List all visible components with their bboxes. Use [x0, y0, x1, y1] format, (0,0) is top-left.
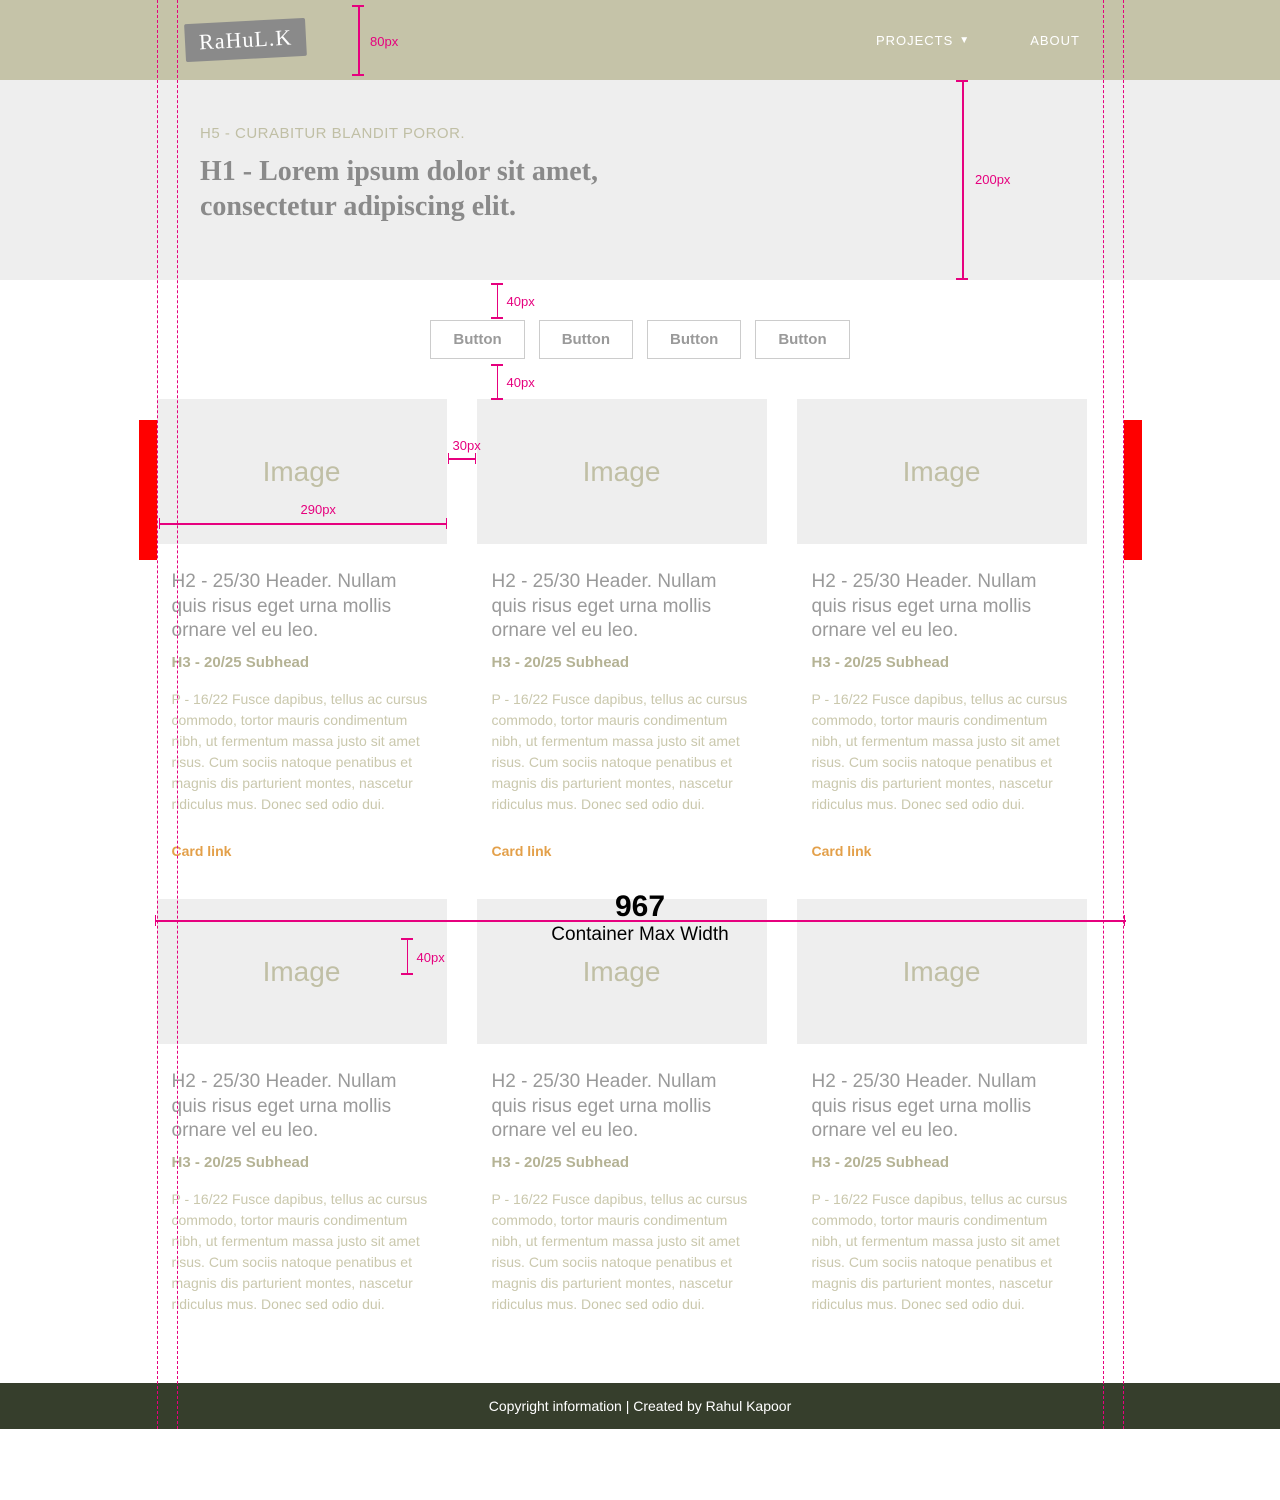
nav-projects-label: PROJECTS: [876, 33, 953, 48]
card-h3: H3 - 20/25 Subhead: [797, 1154, 1087, 1171]
nav-about[interactable]: ABOUT: [1030, 33, 1080, 48]
annot-80px: 80px: [370, 34, 398, 49]
buttons-row: Button Button Button Button: [157, 280, 1124, 399]
card-3: Image H2 - 25/30 Header. Nullam quis ris…: [797, 399, 1087, 859]
card-h2: H2 - 25/30 Header. Nullam quis risus ege…: [477, 1070, 767, 1144]
hero-subtitle: H5 - CURABITUR BLANDIT POROR.: [200, 125, 1280, 142]
card-h2: H2 - 25/30 Header. Nullam quis risus ege…: [797, 1070, 1087, 1144]
nav: PROJECTS ▼ ABOUT: [876, 33, 1080, 48]
annot-30px: 30px: [453, 438, 481, 453]
card-link[interactable]: Card link: [157, 843, 447, 859]
annot-40px-top: 40px: [507, 294, 535, 309]
cards-grid: Image H2 - 25/30 Header. Nullam quis ris…: [157, 399, 1124, 1343]
header: RaHuL.K PROJECTS ▼ ABOUT: [0, 0, 1280, 80]
footer-text: Copyright information | Created by Rahul…: [489, 1398, 791, 1414]
card-5: Image H2 - 25/30 Header. Nullam quis ris…: [477, 899, 767, 1343]
card-image: Image: [797, 399, 1087, 544]
card-image: Image: [477, 399, 767, 544]
annot-290px: 290px: [301, 502, 336, 517]
hero-title: H1 - Lorem ipsum dolor sit amet, consect…: [200, 154, 630, 224]
annot-40px-bot: 40px: [507, 375, 535, 390]
red-marker-left: [139, 420, 157, 560]
width-overlay: 967 Container Max Width: [490, 890, 790, 946]
card-p: P - 16/22 Fusce dapibus, tellus ac cursu…: [157, 689, 447, 815]
button-1[interactable]: Button: [430, 320, 524, 359]
card-p: P - 16/22 Fusce dapibus, tellus ac cursu…: [157, 1189, 447, 1315]
annot-40px-gap: 40px: [417, 950, 445, 965]
card-h3: H3 - 20/25 Subhead: [157, 654, 447, 671]
card-h2: H2 - 25/30 Header. Nullam quis risus ege…: [157, 1070, 447, 1144]
card-link[interactable]: Card link: [797, 843, 1087, 859]
card-h2: H2 - 25/30 Header. Nullam quis risus ege…: [157, 570, 447, 644]
annot-200px: 200px: [975, 172, 1010, 187]
nav-about-label: ABOUT: [1030, 33, 1080, 48]
button-2[interactable]: Button: [539, 320, 633, 359]
logo[interactable]: RaHuL.K: [184, 18, 307, 62]
card-h2: H2 - 25/30 Header. Nullam quis risus ege…: [477, 570, 767, 644]
card-link[interactable]: Card link: [477, 843, 767, 859]
card-h3: H3 - 20/25 Subhead: [157, 1154, 447, 1171]
width-value: 967: [490, 890, 790, 924]
card-p: P - 16/22 Fusce dapibus, tellus ac cursu…: [797, 1189, 1087, 1315]
card-1: Image H2 - 25/30 Header. Nullam quis ris…: [157, 399, 447, 859]
button-4[interactable]: Button: [755, 320, 849, 359]
card-h2: H2 - 25/30 Header. Nullam quis risus ege…: [797, 570, 1087, 644]
nav-projects[interactable]: PROJECTS ▼: [876, 33, 970, 48]
card-p: P - 16/22 Fusce dapibus, tellus ac cursu…: [477, 1189, 767, 1315]
red-marker-right: [1124, 420, 1142, 560]
card-4: Image H2 - 25/30 Header. Nullam quis ris…: [157, 899, 447, 1343]
width-label: Container Max Width: [490, 924, 790, 946]
card-6: Image H2 - 25/30 Header. Nullam quis ris…: [797, 899, 1087, 1343]
card-h3: H3 - 20/25 Subhead: [477, 654, 767, 671]
card-2: Image H2 - 25/30 Header. Nullam quis ris…: [477, 399, 767, 859]
card-h3: H3 - 20/25 Subhead: [477, 1154, 767, 1171]
chevron-down-icon: ▼: [959, 35, 970, 46]
card-h3: H3 - 20/25 Subhead: [797, 654, 1087, 671]
card-p: P - 16/22 Fusce dapibus, tellus ac cursu…: [797, 689, 1087, 815]
footer: Copyright information | Created by Rahul…: [0, 1383, 1280, 1429]
container: 40px Button Button Button Button 40px 30…: [157, 280, 1124, 1343]
card-p: P - 16/22 Fusce dapibus, tellus ac cursu…: [477, 689, 767, 815]
button-3[interactable]: Button: [647, 320, 741, 359]
hero: H5 - CURABITUR BLANDIT POROR. H1 - Lorem…: [0, 80, 1280, 280]
